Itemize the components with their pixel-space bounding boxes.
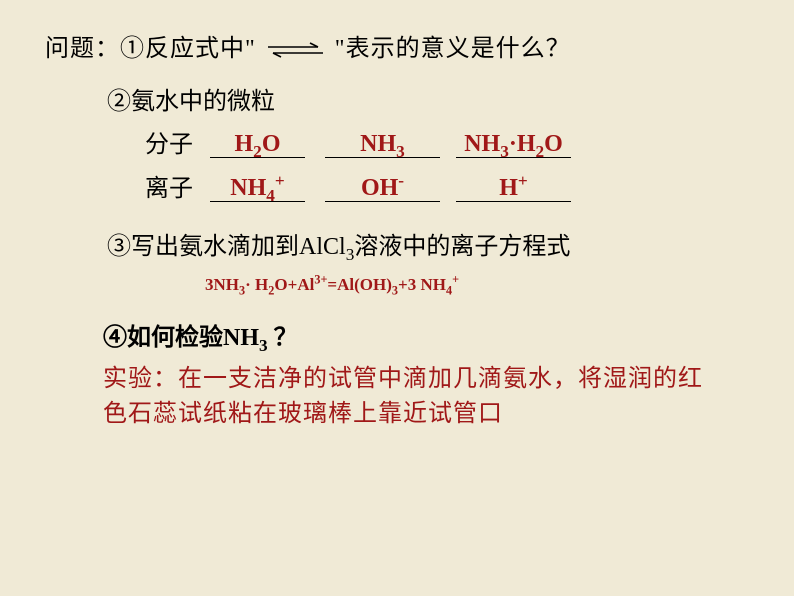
q3-suffix: 溶液中的离子方程式 [354, 234, 570, 260]
blank-hplus: H+ [456, 174, 571, 202]
blank-oh: OH- [325, 174, 440, 202]
ion-label: 离子 [145, 168, 210, 203]
ohminus: OH- [361, 175, 404, 201]
alcl3: AlCl3 [299, 234, 354, 260]
nh3h2o: NH3·H2O [464, 131, 563, 157]
question-4-title: ④如何检验NH3 ？ [103, 317, 749, 352]
q4-nh3: NH3 [223, 325, 268, 351]
molecule-label: 分子 [145, 124, 210, 159]
h2o: H2O [235, 131, 281, 157]
q1-prefix: 问题：①反应式中" [45, 36, 256, 62]
hplus: H+ [499, 175, 528, 201]
q1-suffix: "表示的意义是什么？ [335, 36, 571, 62]
q3-prefix: ③写出氨水滴加到 [107, 234, 299, 260]
nh3: NH3 [360, 131, 405, 157]
equilibrium-arrow-icon [263, 41, 328, 59]
blank-nh3h2o: NH3·H2O [456, 130, 571, 158]
question-2-title: ②氨水中的微粒 [107, 81, 749, 116]
ionic-equation: 3NH3· H2O+Al3+=Al(OH)3+3 NH4+ [205, 275, 749, 295]
q4-suffix: ？ [268, 325, 298, 351]
question-3-title: ③写出氨水滴加到AlCl3溶液中的离子方程式 [107, 226, 749, 261]
question-1: 问题：①反应式中" "表示的意义是什么？ [45, 28, 749, 63]
ions-row: 离子 NH4+ OH- H+ [145, 168, 749, 204]
nh4plus: NH4+ [230, 175, 284, 201]
blank-nh4: NH4+ [210, 174, 305, 202]
q2-text: ②氨水中的微粒 [107, 89, 275, 115]
q4-prefix: ④如何检验 [103, 325, 223, 351]
molecules-row: 分子 H2O NH3 NH3·H2O [145, 124, 749, 160]
blank-nh3: NH3 [325, 130, 440, 158]
experiment-text: 实验：在一支洁净的试管中滴加几滴氨水，将湿润的红色石蕊试纸粘在玻璃棒上靠近试管口 [103, 362, 723, 432]
blank-h2o: H2O [210, 130, 305, 158]
